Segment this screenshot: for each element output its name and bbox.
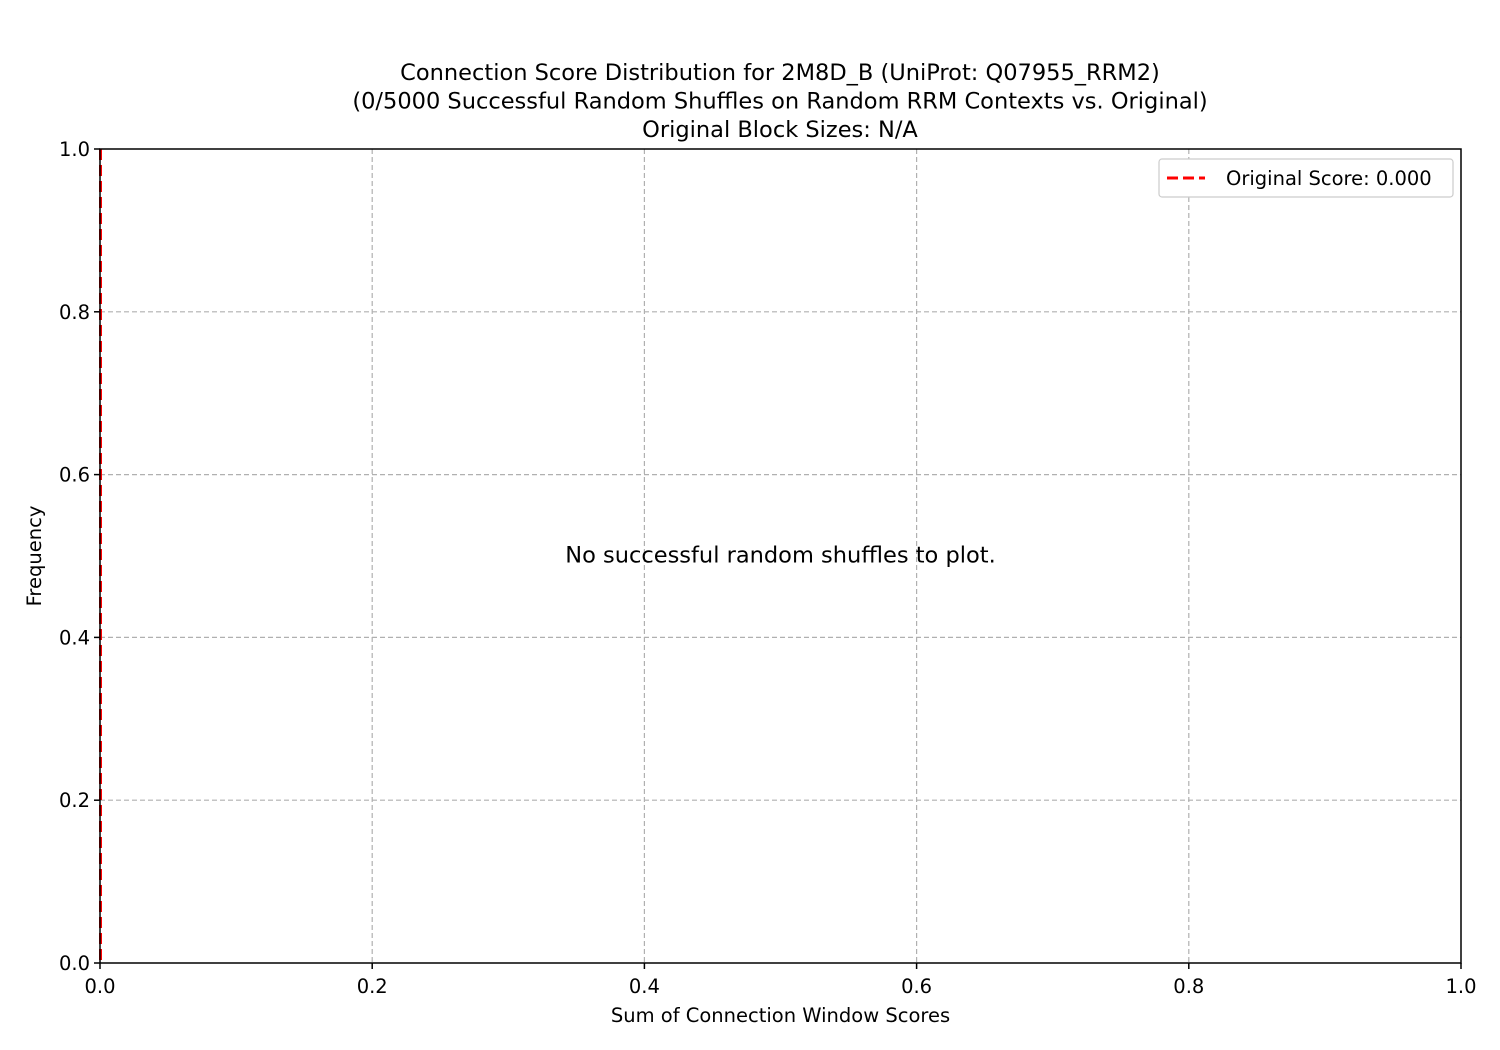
title-line-1: Connection Score Distribution for 2M8D_B…: [400, 60, 1160, 86]
y-tick-label: 0.0: [59, 952, 90, 975]
no-data-annotation: No successful random shuffles to plot.: [565, 543, 996, 569]
y-tick-label: 0.6: [59, 464, 90, 487]
y-tick-label: 0.4: [59, 626, 90, 649]
x-axis-ticks: 0.0 0.2 0.4 0.6 0.8 1.0: [84, 963, 1477, 998]
y-tick-label: 0.2: [59, 789, 90, 812]
legend-label: Original Score: 0.000: [1226, 167, 1432, 190]
y-axis-label: Frequency: [23, 506, 46, 607]
x-tick-label: 0.8: [1173, 975, 1204, 998]
x-tick-label: 0.0: [84, 975, 115, 998]
plot-frame: [99, 148, 1462, 964]
x-axis-label: Sum of Connection Window Scores: [611, 1004, 950, 1027]
chart-title: Connection Score Distribution for 2M8D_B…: [352, 60, 1207, 143]
legend-box: [1158, 158, 1454, 198]
x-tick-label: 1.0: [1445, 975, 1476, 998]
x-tick-label: 0.6: [901, 975, 932, 998]
y-tick-label: 0.8: [59, 301, 90, 324]
y-tick-label: 1.0: [59, 138, 90, 161]
x-tick-label: 0.2: [357, 975, 388, 998]
title-line-3: Original Block Sizes: N/A: [642, 117, 918, 143]
grid: [100, 149, 1461, 963]
y-axis-ticks: 0.0 0.2 0.4 0.6 0.8 1.0: [59, 138, 100, 975]
legend: Original Score: 0.000: [1158, 158, 1454, 198]
title-line-2: (0/5000 Successful Random Shuffles on Ra…: [352, 89, 1207, 115]
x-tick-label: 0.4: [629, 975, 660, 998]
